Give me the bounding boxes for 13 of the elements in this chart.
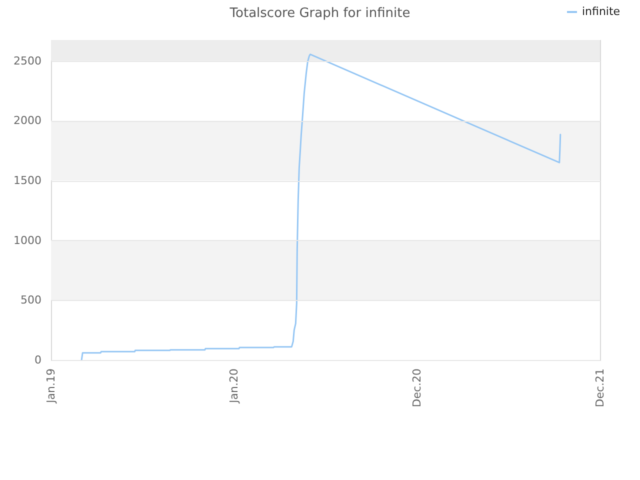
y-tick-label: 500 bbox=[20, 294, 42, 307]
y-tick-label: 2500 bbox=[14, 54, 42, 68]
x-tick-label: Jan.20 bbox=[228, 368, 240, 404]
y-tick-label: 1500 bbox=[14, 174, 42, 188]
y-tick-label: 0 bbox=[34, 354, 42, 366]
line-series bbox=[80, 54, 562, 361]
y-tick-label: 1000 bbox=[14, 234, 42, 247]
x-tick-label: Jan.19 bbox=[44, 368, 58, 404]
chart-title: Totalscore Graph for infinite bbox=[228, 6, 410, 21]
x-tick-label: Dec.20 bbox=[410, 368, 424, 408]
x-tick-label: Dec.21 bbox=[594, 368, 606, 408]
legend-label: infinite bbox=[582, 5, 620, 18]
y-tick-label: 2000 bbox=[14, 114, 42, 128]
